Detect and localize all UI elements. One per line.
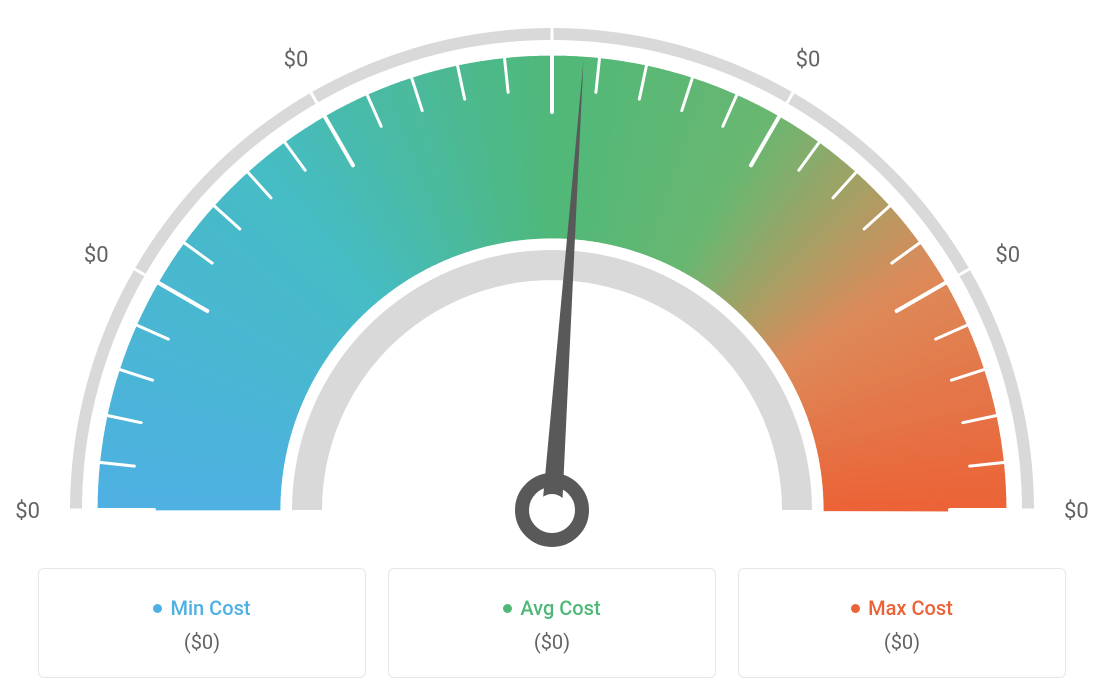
legend-row: Min Cost ($0) Avg Cost ($0) Max Cost ($0… bbox=[38, 568, 1066, 678]
legend-value-max: ($0) bbox=[884, 630, 920, 654]
svg-text:$0: $0 bbox=[84, 243, 109, 268]
svg-text:$0: $0 bbox=[995, 243, 1020, 268]
legend-card-min: Min Cost ($0) bbox=[38, 568, 366, 678]
gauge-chart: $0 $0 $0 $0 $0 $0 $0 bbox=[0, 0, 1104, 555]
gauge-svg: $0 $0 $0 $0 $0 $0 $0 bbox=[0, 0, 1104, 555]
svg-text:$0: $0 bbox=[1064, 499, 1089, 524]
dot-avg bbox=[503, 604, 512, 613]
legend-label-max: Max Cost bbox=[868, 596, 953, 620]
legend-top-max: Max Cost bbox=[851, 596, 953, 620]
legend-label-avg: Avg Cost bbox=[520, 596, 600, 620]
legend-value-avg: ($0) bbox=[534, 630, 570, 654]
legend-label-min: Min Cost bbox=[170, 596, 250, 620]
legend-top-min: Min Cost bbox=[153, 596, 250, 620]
svg-text:$0: $0 bbox=[284, 48, 309, 73]
dot-max bbox=[851, 604, 860, 613]
legend-top-avg: Avg Cost bbox=[503, 596, 600, 620]
svg-text:$0: $0 bbox=[15, 499, 40, 524]
svg-text:$0: $0 bbox=[796, 48, 821, 73]
dot-min bbox=[153, 604, 162, 613]
legend-card-avg: Avg Cost ($0) bbox=[388, 568, 716, 678]
legend-value-min: ($0) bbox=[184, 630, 220, 654]
svg-text:$0: $0 bbox=[540, 0, 565, 4]
legend-card-max: Max Cost ($0) bbox=[738, 568, 1066, 678]
cost-gauge-widget: $0 $0 $0 $0 $0 $0 $0 Min Cost ($0) Avg Cost ($… bbox=[0, 0, 1104, 690]
